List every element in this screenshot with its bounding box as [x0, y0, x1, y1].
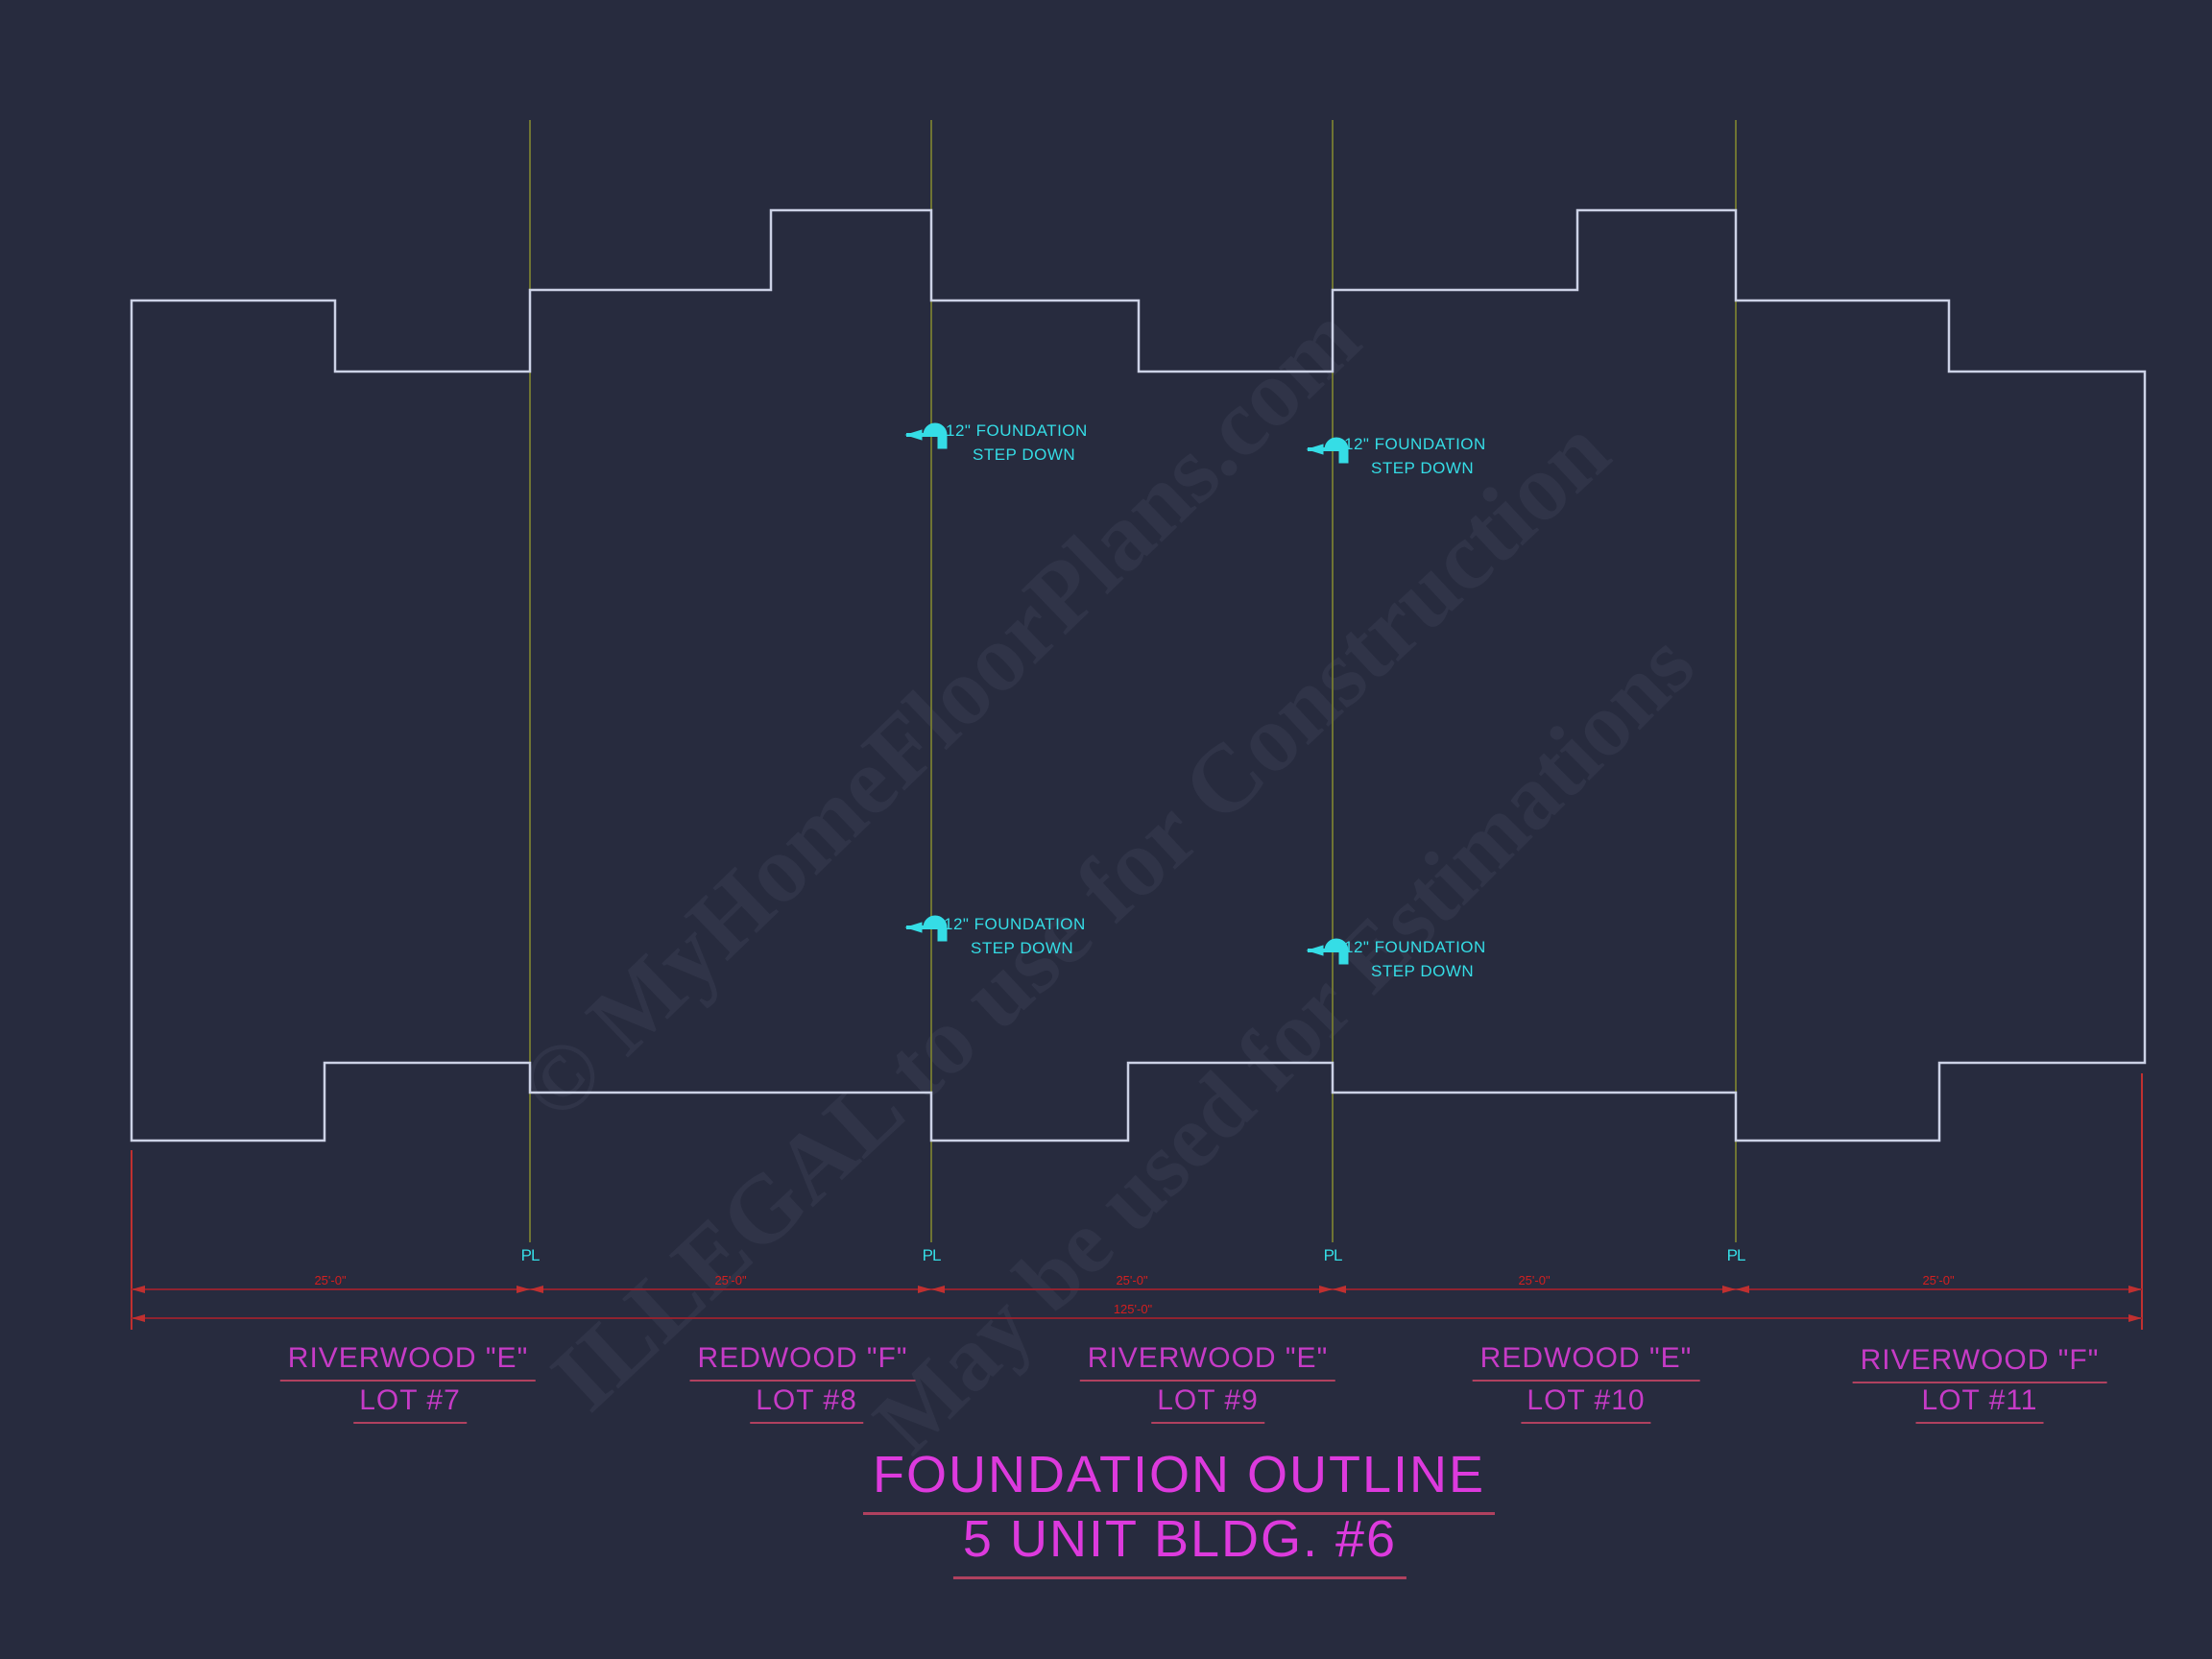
dimension-text-lot7: 25'-0" — [314, 1273, 347, 1287]
property-lines — [529, 120, 1737, 1242]
lot9-number-label: LOT #9 — [1151, 1384, 1264, 1424]
drawing-subtitle: 5 UNIT BLDG. #6 — [952, 1509, 1407, 1579]
step-down-annotation: 12" FOUNDATION STEP DOWN — [1344, 432, 1486, 480]
step-down-annotation: 12" FOUNDATION STEP DOWN — [946, 419, 1088, 467]
drawing-title: FOUNDATION OUTLINE — [862, 1445, 1496, 1515]
property-line-marker: PL — [1726, 1246, 1746, 1264]
property-line-marker: PL — [520, 1246, 541, 1264]
lot8-model-label: REDWOOD "F" — [689, 1342, 916, 1382]
leader-arrow-icon — [1306, 938, 1349, 965]
annotation-line1: 12" FOUNDATION — [944, 915, 1086, 933]
dimension-text-lot9: 25'-0" — [1116, 1273, 1148, 1287]
lot8-number-label: LOT #8 — [750, 1384, 863, 1424]
property-line-marker: PL — [922, 1246, 942, 1264]
lot11-model-label: RIVERWOOD "F" — [1852, 1344, 2107, 1383]
leader-arrow-icon — [904, 422, 948, 449]
lot10-model-label: REDWOOD "E" — [1472, 1342, 1700, 1382]
dimension-text-lot10: 25'-0" — [1518, 1273, 1551, 1287]
dimension-text-overall: 125'-0" — [1113, 1302, 1153, 1316]
lot11-number-label: LOT #11 — [1915, 1384, 2044, 1424]
annotation-line1: 12" FOUNDATION — [1344, 435, 1486, 453]
step-down-annotation: 12" FOUNDATION STEP DOWN — [1344, 935, 1486, 983]
property-line-marker: PL — [1323, 1246, 1343, 1264]
annotation-line1: 12" FOUNDATION — [1344, 938, 1486, 956]
lot7-model-label: RIVERWOOD "E" — [279, 1342, 537, 1382]
annotation-line1: 12" FOUNDATION — [946, 421, 1088, 440]
dimension-arrows — [132, 1286, 2142, 1322]
dimension-text-lot11: 25'-0" — [1922, 1273, 1955, 1287]
lot9-model-label: RIVERWOOD "E" — [1079, 1342, 1336, 1382]
annotation-line2: STEP DOWN — [971, 939, 1074, 957]
dimension-lines — [131, 1073, 2143, 1330]
annotation-line2: STEP DOWN — [973, 445, 1076, 464]
annotation-line2: STEP DOWN — [1371, 459, 1475, 477]
dimension-text-lot8: 25'-0" — [714, 1273, 747, 1287]
leader-arrow-icon — [1306, 437, 1349, 464]
lot10-number-label: LOT #10 — [1521, 1384, 1651, 1424]
leader-arrow-icon — [904, 915, 948, 942]
step-down-annotation: 12" FOUNDATION STEP DOWN — [944, 912, 1086, 960]
step-down-leaders — [904, 422, 1349, 965]
foundation-outline — [130, 208, 2147, 1142]
annotation-line2: STEP DOWN — [1371, 962, 1475, 980]
lot7-number-label: LOT #7 — [353, 1384, 467, 1424]
